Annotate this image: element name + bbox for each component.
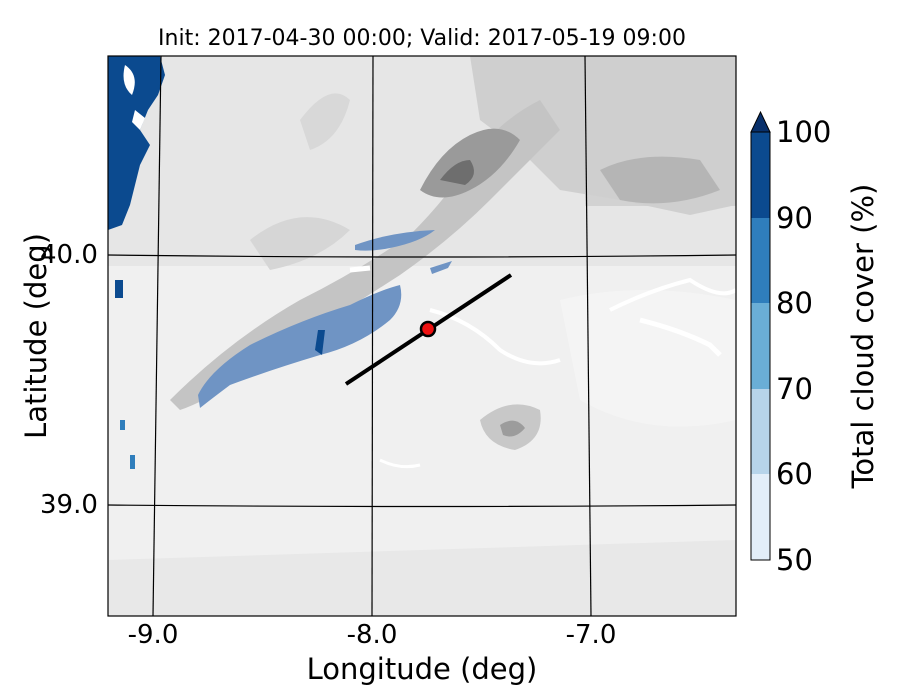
colorbar-segment-80-90 [751, 218, 770, 303]
graticule [108, 56, 736, 616]
colorbar-tick: 90 [776, 201, 813, 235]
colorbar-tick: 60 [776, 457, 813, 491]
colorbar-tick: 100 [776, 115, 832, 149]
terrain-shading [108, 56, 736, 616]
point-marker [419, 320, 437, 338]
colorbar-segment-90-100 [751, 132, 770, 218]
colorbar-extend-arrow [750, 110, 771, 133]
colorbar-tick: 80 [776, 286, 813, 320]
colorbar [750, 110, 771, 561]
plot-title: Init: 2017-04-30 00:00; Valid: 2017-05-1… [158, 26, 686, 51]
x-axis-label: Longitude (deg) [306, 652, 538, 686]
colorbar-segment-60-70 [751, 389, 770, 474]
x-tick-label: -9.0 [127, 620, 179, 650]
colorbar-tick: 50 [776, 543, 813, 577]
cloud-cover [108, 56, 452, 469]
y-axis-label: Latitude (deg) [19, 233, 53, 439]
x-tick-label: -8.0 [346, 620, 398, 650]
colorbar-tick: 70 [776, 372, 813, 406]
x-tick-label: -7.0 [565, 620, 617, 650]
y-tick-label: 39.0 [40, 490, 98, 520]
plot-frame [107, 55, 737, 617]
y-tick-label: 40.0 [40, 240, 98, 270]
colorbar-segment-70-80 [751, 303, 770, 389]
colorbar-label: Total cloud cover (%) [846, 183, 880, 489]
colorbar-segment-50-60 [751, 474, 770, 560]
